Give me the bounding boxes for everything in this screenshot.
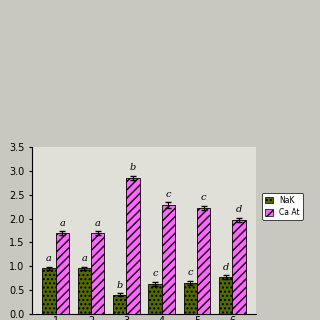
Bar <box>126 178 140 314</box>
Text: c: c <box>166 190 171 199</box>
Text: a: a <box>81 254 87 263</box>
Text: a: a <box>46 254 52 263</box>
Bar <box>77 268 91 314</box>
Bar <box>56 233 69 314</box>
Text: a: a <box>60 219 65 228</box>
Text: b: b <box>130 164 136 172</box>
Bar <box>113 295 126 314</box>
Text: d: d <box>236 205 242 214</box>
Bar <box>197 208 211 314</box>
Text: c: c <box>201 193 206 202</box>
Text: c: c <box>152 269 158 278</box>
Text: d: d <box>222 263 229 272</box>
Text: b: b <box>116 281 123 290</box>
Bar <box>148 284 162 314</box>
Text: c: c <box>188 268 193 277</box>
Bar <box>219 277 232 314</box>
Bar <box>232 220 246 314</box>
Bar <box>42 268 56 314</box>
Bar <box>91 233 104 314</box>
Bar <box>184 283 197 314</box>
Text: a: a <box>95 219 100 228</box>
Legend: NaK, Ca At: NaK, Ca At <box>262 193 302 220</box>
Bar <box>162 205 175 314</box>
